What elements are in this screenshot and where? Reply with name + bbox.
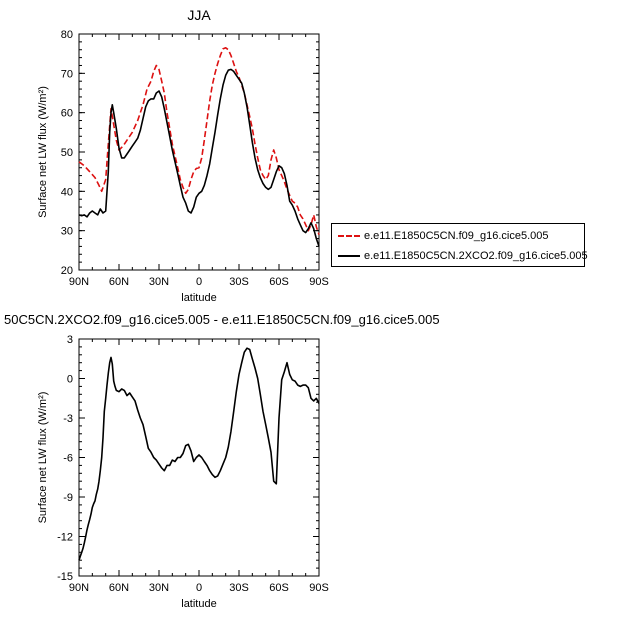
- x-tick-label: 60N: [109, 276, 129, 288]
- y-tick-label: -12: [57, 532, 73, 544]
- chart-title: 50C5CN.2XCO2.f09_g16.cice5.005 - e.e11.E…: [4, 312, 440, 327]
- chart-title: JJA: [187, 7, 211, 23]
- legend-entry-control: e.e11.E1850C5CN.f09_g16.cice5.005: [338, 228, 549, 244]
- y-tick-label: 0: [67, 374, 73, 386]
- x-axis-label: latitude: [181, 598, 216, 610]
- y-tick-label: -15: [57, 571, 73, 583]
- x-tick-label: 90S: [309, 582, 329, 594]
- legend-label: e.e11.E1850C5CN.f09_g16.cice5.005: [364, 230, 549, 242]
- x-tick-label: 0: [196, 582, 202, 594]
- x-tick-label: 60S: [269, 276, 289, 288]
- y-axis-label: Surface net LW flux (W/m²): [37, 392, 49, 524]
- series-line-1: [78, 347, 320, 561]
- x-tick-label: 90N: [69, 582, 89, 594]
- x-tick-label: 60N: [109, 582, 129, 594]
- x-tick-label: 30N: [149, 276, 169, 288]
- x-tick-label: 90S: [309, 276, 329, 288]
- legend-label: e.e11.E1850C5CN.2XCO2.f09_g16.cice5.005: [364, 250, 588, 262]
- x-tick-label: 0: [196, 276, 202, 288]
- series-line-2: [78, 68, 320, 247]
- x-tick-label: 30N: [149, 582, 169, 594]
- y-tick-label: -9: [63, 492, 73, 504]
- x-tick-label: 30S: [229, 276, 249, 288]
- x-axis-label: latitude: [181, 292, 216, 304]
- x-tick-label: 60S: [269, 582, 289, 594]
- y-tick-label: 20: [61, 265, 73, 277]
- chart-panel-2: 50C5CN.2XCO2.f09_g16.cice5.005 - e.e11.E…: [4, 312, 440, 610]
- chart-panel-1: JJA 90N 60N 30N 0 30S 60S 90S 20 30 40 50 60 70 80 lati…: [37, 7, 329, 304]
- y-tick-label: 50: [61, 147, 73, 159]
- y-tick-label: 30: [61, 226, 73, 238]
- x-tick-label: 90N: [69, 276, 89, 288]
- y-tick-label: -6: [63, 453, 73, 465]
- legend-entry-2xco2: e.e11.E1850C5CN.2XCO2.f09_g16.cice5.005: [338, 248, 588, 264]
- y-tick-label: -3: [63, 413, 73, 425]
- series-line-1: [78, 46, 320, 235]
- legend-box: e.e11.E1850C5CN.f09_g16.cice5.005 e.e11.…: [331, 223, 588, 267]
- y-axis-label: Surface net LW flux (W/m²): [37, 86, 49, 218]
- legend-swatch-black-solid: [338, 255, 360, 257]
- y-tick-label: 70: [61, 68, 73, 80]
- y-tick-label: 80: [61, 29, 73, 41]
- x-tick-label: 30S: [229, 582, 249, 594]
- plot-frame: [78, 33, 320, 271]
- legend-swatch-red-dashed: [338, 235, 360, 237]
- y-tick-label: 60: [61, 108, 73, 120]
- y-tick-label: 3: [67, 334, 73, 346]
- y-tick-label: 40: [61, 186, 73, 198]
